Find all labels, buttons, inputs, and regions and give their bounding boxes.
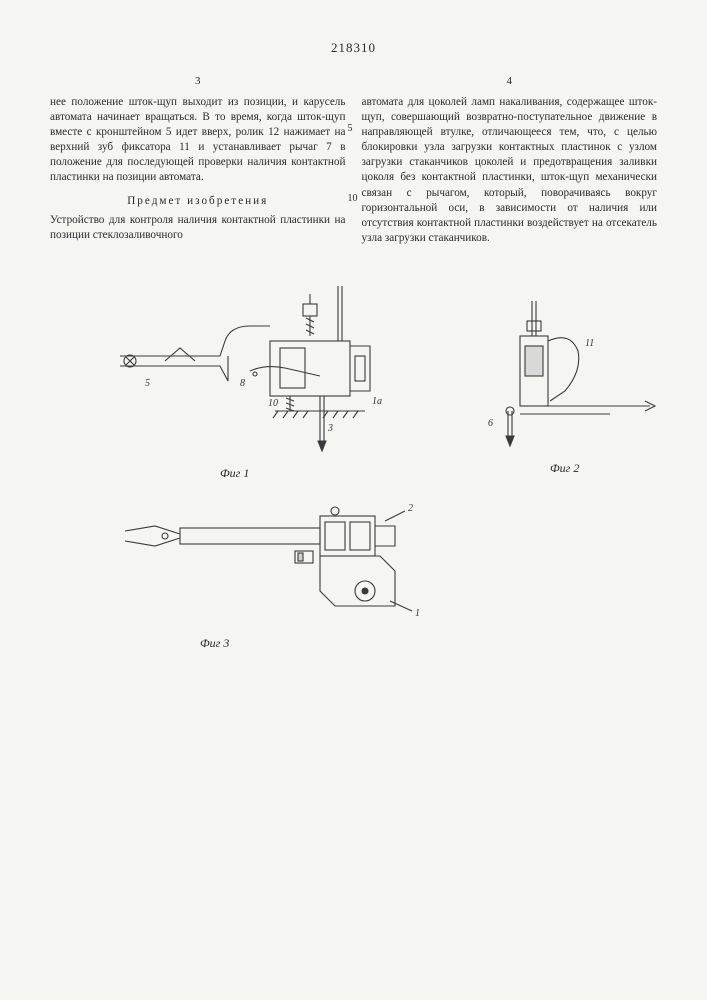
fig1-ref-10: 10 [268, 398, 278, 409]
line-marker-5: 5 [348, 122, 353, 136]
left-body-text: нее положение шток-щуп выходит из позици… [50, 95, 346, 186]
fig3-ref-2: 2 [408, 503, 413, 514]
fig2-caption: Фиг 2 [550, 461, 579, 476]
right-page-number: 4 [362, 74, 658, 89]
fig1-ref-5: 5 [145, 378, 150, 389]
right-body-text: автомата для цоколей ламп накаливания, с… [362, 95, 658, 246]
line-marker-10: 10 [348, 192, 358, 206]
fig1-ref-8: 8 [240, 378, 245, 389]
claims-text: Устройство для контроля наличия контактн… [50, 213, 346, 243]
figure-2: 11 6 [470, 296, 670, 466]
left-page-number: 3 [50, 74, 346, 89]
figure-1: 5 8 10 3 1а [110, 286, 410, 466]
fig3-ref-1: 1 [415, 608, 420, 619]
fig3-caption: Фиг 3 [200, 636, 229, 651]
figures-area: 5 8 10 3 1а Фиг 1 [50, 286, 657, 716]
fig1-ref-3: 3 [327, 423, 333, 434]
fig1-caption: Фиг 1 [220, 466, 249, 481]
figure-3: 2 1 [120, 496, 430, 636]
fig2-ref-11: 11 [585, 338, 594, 349]
text-columns: 3 нее положение шток-щуп выходит из пози… [50, 74, 657, 246]
claims-heading: Предмет изобретения [50, 194, 346, 209]
document-number: 218310 [50, 40, 657, 56]
fig2-ref-6: 6 [488, 418, 493, 429]
left-column: 3 нее положение шток-щуп выходит из пози… [50, 74, 346, 246]
fig1-ref-1a: 1а [372, 396, 382, 407]
right-column: 4 5 10 автомата для цоколей ламп накалив… [362, 74, 658, 246]
